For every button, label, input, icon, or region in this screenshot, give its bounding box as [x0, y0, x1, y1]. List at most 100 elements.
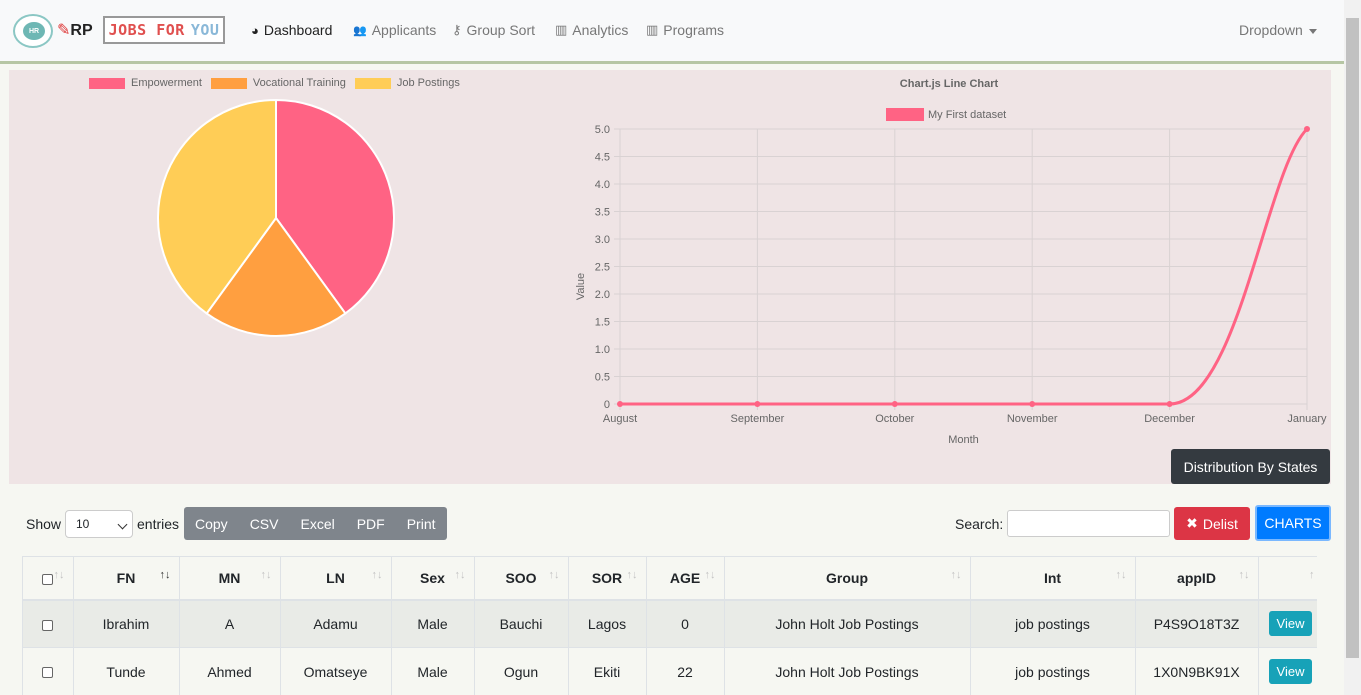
- key-icon: ⚷: [452, 22, 462, 37]
- column-header[interactable]: AGE ↑↓: [646, 556, 725, 601]
- table-cell: Tunde: [73, 647, 180, 695]
- table-cell: job postings: [970, 647, 1136, 695]
- close-icon: ✖: [1186, 515, 1198, 531]
- x-tick-label: October: [875, 413, 914, 425]
- column-header[interactable]: FN ↑↓: [73, 556, 180, 601]
- pen-icon: ✎: [57, 22, 71, 39]
- csv-button[interactable]: CSV: [249, 515, 279, 532]
- top-navbar: HR ✎RP JOBS FOR YOU ◕ Dashboard 👥 Applicant…: [0, 0, 1344, 64]
- brand-logo[interactable]: ✎RP: [57, 20, 93, 40]
- search-label: Search:: [955, 516, 1004, 532]
- nav-applicants[interactable]: 👥 Applicants: [353, 22, 436, 38]
- nav-applicants-label: Applicants: [371, 22, 437, 38]
- column-label: Group: [826, 569, 868, 586]
- y-tick-label: 5.0: [595, 124, 610, 136]
- nav-analytics[interactable]: ▥ Analytics: [555, 22, 628, 38]
- pdf-button[interactable]: PDF: [356, 515, 385, 532]
- table-row[interactable]: Tunde Ahmed Omatseye Male Ogun Ekiti 22 …: [23, 647, 1317, 695]
- table-row[interactable]: Ibrahim A Adamu Male Bauchi Lagos 0 John…: [23, 599, 1317, 648]
- legend-label: My First dataset: [928, 109, 1006, 121]
- row-select-cell[interactable]: [23, 647, 74, 695]
- show-label: Show: [26, 516, 62, 532]
- row-checkbox[interactable]: [42, 619, 54, 631]
- table-cell: Lagos: [568, 599, 647, 648]
- sort-icon: ↑↓: [454, 569, 466, 581]
- hr-logo-icon[interactable]: HR: [13, 14, 53, 48]
- legend-item[interactable]: Job Postings: [354, 77, 460, 89]
- column-header[interactable]: Int ↑↓: [970, 556, 1136, 601]
- view-button[interactable]: View: [1268, 611, 1313, 637]
- table-cell: 1X0N9BK91X: [1135, 647, 1259, 695]
- brand-text: RP: [70, 22, 93, 39]
- legend-item[interactable]: Vocational Training: [210, 77, 346, 89]
- column-header[interactable]: SOR ↑↓: [568, 556, 647, 601]
- users-icon: 👥: [353, 24, 367, 37]
- pie-slice: [205, 216, 347, 337]
- entries-label: entries: [137, 516, 180, 532]
- y-tick-label: 4.5: [595, 152, 610, 164]
- delist-button[interactable]: ✖ Delist: [1174, 507, 1250, 540]
- bar-chart-icon: ▥: [646, 22, 659, 37]
- y-tick-label: 3.0: [595, 234, 610, 246]
- column-label: SOR: [591, 569, 623, 586]
- nav-programs-label: Programs: [663, 22, 724, 38]
- data-point: [1304, 126, 1310, 132]
- delist-label: Delist: [1202, 515, 1238, 532]
- nav-dashboard[interactable]: ◕ Dashboard: [251, 22, 332, 38]
- nav-dashboard-label: Dashboard: [263, 22, 333, 38]
- sort-icon: ↑↓: [1115, 569, 1127, 581]
- legend-item[interactable]: Empowerment: [89, 77, 202, 89]
- column-label: appID: [1177, 569, 1216, 586]
- jobs-for-you-logo[interactable]: JOBS FOR YOU: [103, 16, 225, 44]
- table-cell: job postings: [970, 599, 1136, 648]
- row-checkbox[interactable]: [42, 667, 54, 679]
- table-cell: Ahmed: [179, 647, 281, 695]
- table-cell: Omatseye: [280, 647, 392, 695]
- table-cell: Bauchi: [474, 599, 569, 648]
- sort-icon: ↑↓: [371, 569, 383, 581]
- table-cell: 0: [646, 599, 725, 648]
- nav-programs[interactable]: ▥ Programs: [646, 22, 724, 38]
- column-header[interactable]: MN ↑↓: [179, 556, 281, 601]
- page-length-select[interactable]: 10: [65, 510, 133, 538]
- column-header[interactable]: appID ↑↓: [1135, 556, 1259, 601]
- column-label: LN: [326, 569, 345, 586]
- distribution-by-states-button[interactable]: Distribution By States: [1171, 449, 1330, 484]
- column-label: Int: [1043, 569, 1062, 586]
- sort-asc-icon: ↑↓: [159, 569, 171, 581]
- column-header[interactable]: Sex ↑↓: [391, 556, 475, 601]
- sort-icon: ↑↓: [548, 569, 560, 581]
- view-button[interactable]: View: [1268, 659, 1313, 684]
- table-cell: John Holt Job Postings: [724, 599, 971, 648]
- page-scrollbar[interactable]: [1344, 0, 1361, 695]
- x-tick-label: August: [603, 413, 637, 425]
- action-cell: View: [1258, 647, 1317, 695]
- charts-panel: Empowerment Vocational Training Job Post…: [9, 70, 1331, 484]
- excel-button[interactable]: Excel: [300, 515, 335, 532]
- row-select-cell[interactable]: [23, 599, 74, 648]
- print-button[interactable]: Print: [406, 515, 436, 532]
- column-header[interactable]: ↑: [1258, 556, 1317, 601]
- charts-canvas: Chart.js Line Chart My First dataset 0 0.5 1…: [157, 78, 1327, 446]
- logo-badge: HR: [23, 22, 45, 40]
- charts-button[interactable]: CHARTS: [1255, 505, 1331, 541]
- select-all-checkbox[interactable]: [42, 573, 54, 585]
- y-tick-label: 1.5: [595, 317, 610, 329]
- data-point: [1166, 401, 1173, 407]
- scrollbar-thumb[interactable]: [1346, 18, 1359, 658]
- table-cell: Adamu: [280, 599, 392, 648]
- data-point: [1029, 401, 1036, 407]
- select-all-header[interactable]: ↑↓: [23, 556, 74, 601]
- table-cell: Ibrahim: [73, 599, 180, 648]
- y-tick-label: 2.0: [595, 289, 610, 301]
- copy-button[interactable]: Copy: [195, 515, 228, 532]
- column-header[interactable]: LN ↑↓: [280, 556, 392, 601]
- nav-group-sort[interactable]: ⚷ Group Sort: [452, 22, 535, 38]
- table-cell: Male: [391, 647, 475, 695]
- nav-group-sort-label: Group Sort: [466, 22, 536, 38]
- column-header[interactable]: SOO ↑↓: [474, 556, 569, 601]
- nav-dropdown[interactable]: Dropdown: [1239, 22, 1317, 38]
- jobs-logo-text-b: YOU: [190, 21, 220, 39]
- search-input[interactable]: [1007, 510, 1170, 537]
- column-header[interactable]: Group ↑↓: [724, 556, 971, 601]
